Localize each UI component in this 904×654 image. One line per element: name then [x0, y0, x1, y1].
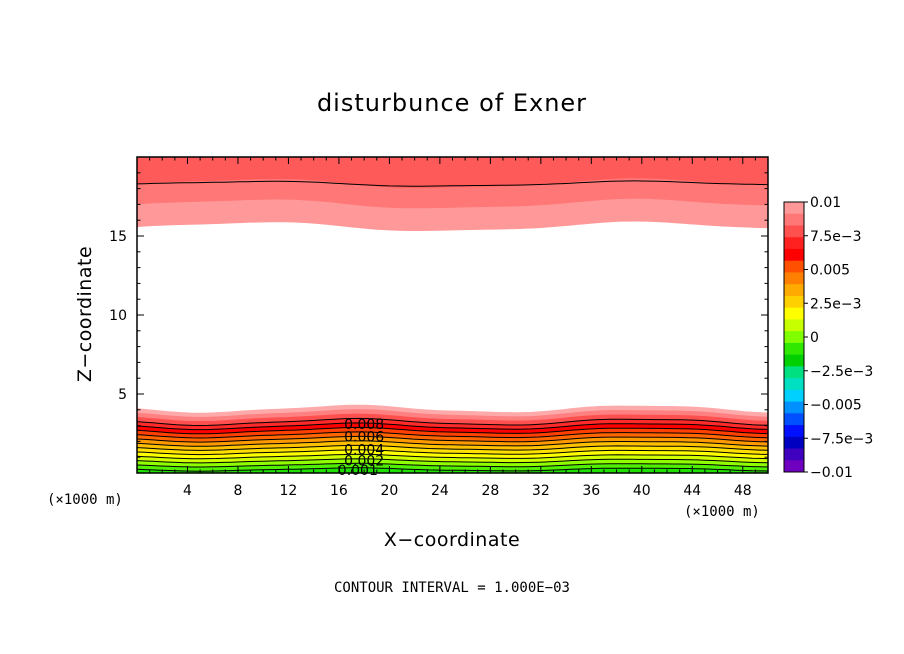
colorbar-swatch [784, 225, 804, 238]
colorbar-tick-label: −7.5e−3 [810, 431, 873, 447]
contour-line [137, 417, 768, 427]
y-axis-label: Z−coordinate [74, 246, 96, 382]
x-unit-right: (×1000 m) [684, 504, 760, 520]
colorbar-tick-label: 7.5e−3 [810, 229, 862, 245]
colorbar-swatch [784, 401, 804, 414]
y-tick-label: 5 [118, 387, 127, 403]
colorbar-swatch [784, 213, 804, 226]
contour-line [137, 435, 768, 443]
colorbar-tick-label: 2.5e−3 [810, 296, 862, 312]
x-tick-label: 44 [683, 483, 701, 499]
colorbar-tick-label: 0 [810, 330, 819, 346]
colorbar-swatch [784, 354, 804, 367]
colorbar-swatch [784, 295, 804, 309]
contour-line [137, 462, 768, 468]
y-tick-label: 15 [109, 229, 127, 245]
contour-line [137, 422, 768, 431]
colorbar-swatch [784, 331, 804, 344]
colorbar-swatch [784, 284, 804, 297]
x-tick-label: 36 [582, 483, 600, 499]
contour-line-upper [137, 180, 768, 187]
contour-line [137, 458, 768, 464]
contour-line [137, 431, 768, 439]
colorbar-swatch [784, 389, 804, 402]
contour-label: 0.001 [338, 463, 378, 479]
x-tick-label: 32 [532, 483, 550, 499]
contour-line [137, 426, 768, 435]
contour-band-upper [137, 198, 768, 231]
colorbar-tick-label: −0.01 [810, 465, 853, 481]
colorbar-tick-label: 0.005 [810, 263, 850, 279]
x-tick-label: 16 [330, 483, 348, 499]
colorbar-swatch [784, 272, 804, 285]
colorbar-swatch [784, 378, 804, 391]
colorbar-swatch [784, 448, 804, 461]
x-tick-label: 12 [280, 483, 298, 499]
axis-ticks [137, 157, 768, 473]
colorbar-swatch [784, 248, 804, 262]
colorbar-swatch [784, 460, 804, 473]
x-tick-label: 28 [481, 483, 499, 499]
colorbar [783, 201, 808, 473]
colorbar-swatch [784, 260, 804, 273]
y-tick-label: 10 [109, 308, 127, 324]
colorbar-swatch [784, 237, 804, 250]
contour-label: 0.004 [344, 442, 384, 458]
contour-label: 0.008 [344, 417, 384, 433]
contour-line [137, 453, 768, 460]
colorbar-swatch [784, 366, 804, 379]
contour-label: 0.006 [344, 430, 384, 446]
contour-line [137, 440, 768, 447]
x-tick-label: 48 [734, 483, 752, 499]
colorbar-tick-label: −0.005 [810, 398, 862, 414]
x-tick-label: 8 [233, 483, 242, 499]
colorbar-swatch [784, 319, 804, 332]
plot-area [137, 157, 768, 473]
x-tick-label: 4 [183, 483, 192, 499]
colorbar-swatch [784, 413, 804, 426]
x-tick-label: 40 [633, 483, 651, 499]
colorbar-swatch [784, 202, 804, 215]
x-tick-label: 24 [431, 483, 449, 499]
colorbar-tick-label: 0.01 [810, 195, 841, 211]
contour-label: 0.002 [344, 453, 384, 469]
x-unit-left: (×1000 m) [47, 492, 123, 508]
contour-interval-note: CONTOUR INTERVAL = 1.000E−03 [334, 580, 570, 596]
colorbar-swatch [784, 425, 804, 438]
colorbar-swatch [784, 342, 804, 356]
x-axis-label: X−coordinate [384, 529, 520, 551]
colorbar-tick-label: −2.5e−3 [810, 364, 873, 380]
contour-line [137, 449, 768, 456]
x-tick-label: 20 [380, 483, 398, 499]
chart-title: disturbunce of Exner [317, 89, 587, 117]
colorbar-swatch [784, 307, 804, 320]
colorbar-swatch [784, 436, 804, 449]
contour-line [137, 444, 768, 451]
